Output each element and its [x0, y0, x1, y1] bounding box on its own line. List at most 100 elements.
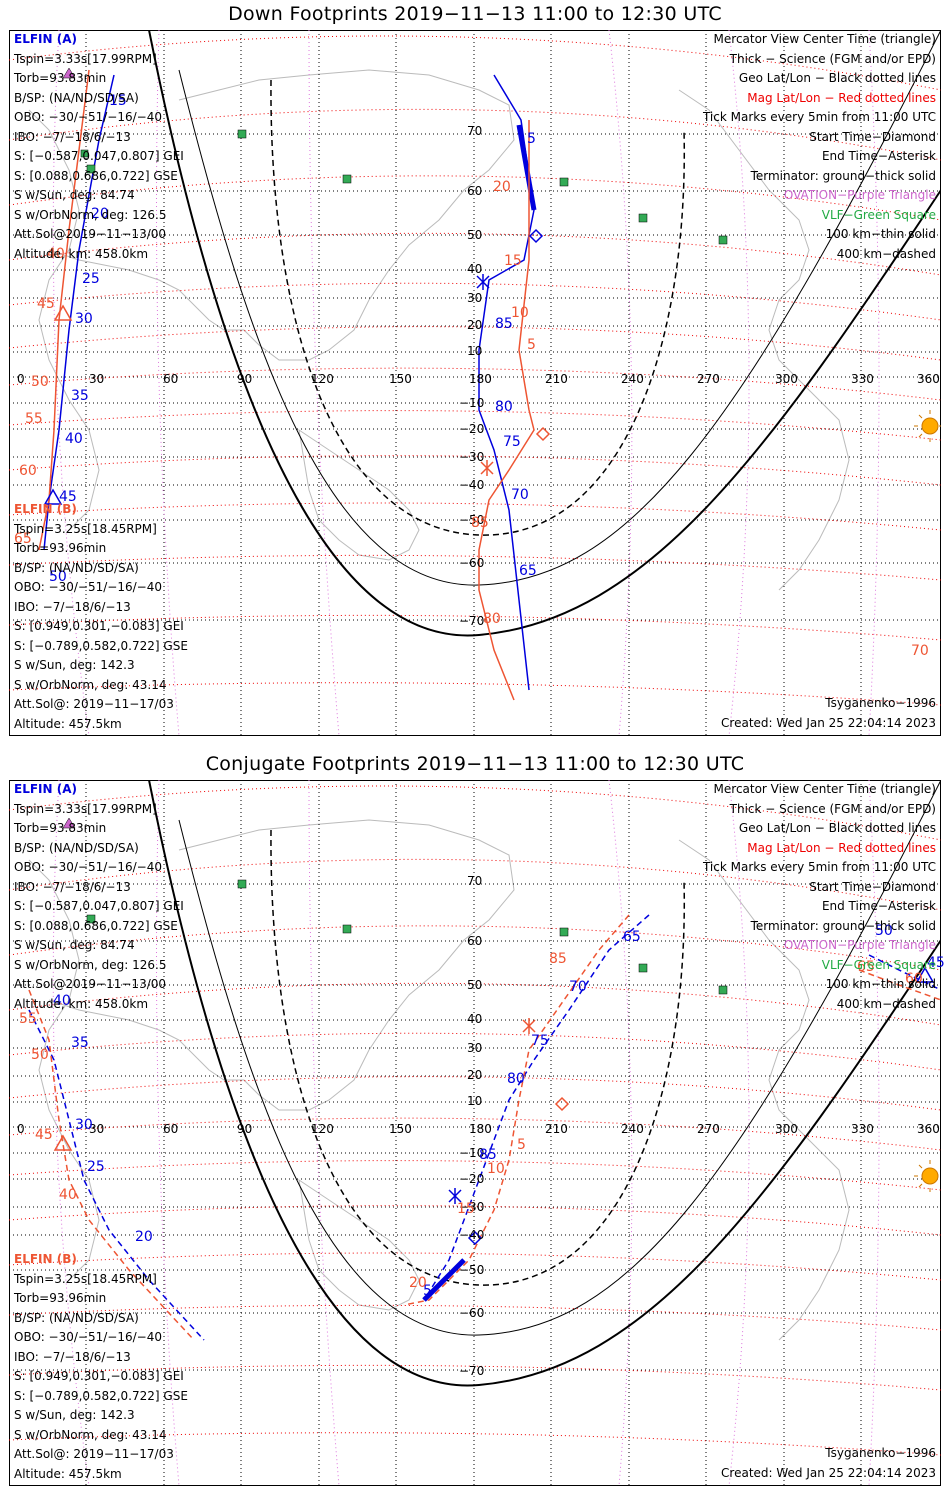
- elfin-b-label: ELFIN (B): [14, 502, 77, 516]
- coastlines: [28, 69, 850, 591]
- elfin-a-center-triangle: [43, 488, 63, 505]
- traj-tick: 85: [495, 316, 513, 332]
- info-line: Torb=93.96min: [14, 1291, 107, 1305]
- traj-tick: 65: [14, 531, 32, 547]
- elfin-a-end-asterisk: [448, 1188, 462, 1204]
- info-line: Altitude: 457.5km: [14, 716, 122, 731]
- lon-tick: 270: [697, 372, 720, 386]
- traj-tick: 30: [75, 311, 93, 327]
- info-line: OBO: −30/−51/−16/−40: [14, 580, 162, 594]
- lat-tick: −70: [459, 1364, 485, 1378]
- info-line: B/SP: (NA/ND/SD/SA): [14, 560, 139, 575]
- traj-tick: 15: [109, 93, 127, 109]
- info-line: B/SP: (NA/ND/SD/SA): [14, 840, 139, 855]
- info-line: IBO: −7/−18/6/−13: [14, 1349, 131, 1364]
- info-line: S w/OrbNorm, deg: 126.5: [14, 957, 167, 972]
- legend-thick: Thick − Science (FGM and/or EPD): [729, 51, 936, 66]
- traj-tick: 75: [531, 1033, 549, 1049]
- lon-tick: 330: [851, 1122, 874, 1136]
- created-label: Created: Wed Jan 25 22:04:14 2023: [721, 1465, 936, 1480]
- lat-tick: −60: [459, 1306, 485, 1320]
- legend-start: Start Time−Diamond: [809, 879, 936, 894]
- lat-tick: 20: [467, 318, 483, 332]
- legend-mercator: Mercator View Center Time (triangle): [713, 782, 936, 796]
- legend-100km: 100 km−thin solid: [825, 977, 936, 991]
- elfin-a-end-asterisk: [476, 274, 490, 290]
- info-line: Altitude, km: 458.0km: [14, 246, 149, 261]
- lat-tick: 50: [467, 978, 483, 992]
- lat-tick: −10: [459, 1146, 485, 1160]
- info-line: Torb=93.96min: [14, 541, 107, 555]
- traj-tick: 10: [511, 305, 529, 321]
- lat-tick: −70: [459, 614, 485, 628]
- traj-tick: 30: [75, 1117, 93, 1133]
- terminator-ground: [148, 30, 941, 637]
- traj-tick: 40: [53, 993, 71, 1009]
- traj-tick: 40: [65, 431, 83, 447]
- traj-tick: 75: [503, 434, 521, 450]
- traj-tick: 85: [471, 515, 489, 531]
- traj-tick: 40: [59, 1187, 77, 1203]
- lat-tick: −50: [459, 513, 485, 527]
- lat-tick: 40: [467, 1012, 483, 1026]
- elfin-b-start-diamond: [535, 426, 551, 442]
- info-line: Torb=93.83min: [14, 821, 107, 835]
- elfin-b-conjugate-left: [28, 989, 195, 1341]
- legend-ticks: Tick Marks every 5min from 11:00 UTC: [702, 860, 936, 874]
- info-line: S w/OrbNorm, deg: 126.5: [14, 207, 167, 222]
- lat-tick: 70: [467, 874, 483, 888]
- legend-geo: Geo Lat/Lon − Black dotted lines: [738, 71, 936, 85]
- lat-tick: 70: [467, 124, 483, 138]
- info-line: Tspin=3.25s[18.45RPM]: [14, 1271, 157, 1286]
- traj-tick: 70: [511, 487, 529, 503]
- info-line: S: [−0.587,0.047,0.807] GEI: [14, 149, 184, 163]
- lat-tick: −20: [459, 422, 485, 436]
- conjugate-footprints-panel: Conjugate Footprints 2019−11−13 11:00 to…: [0, 750, 950, 1500]
- info-line: B/SP: (NA/ND/SD/SA): [14, 90, 139, 105]
- lat-tick: 60: [467, 934, 483, 948]
- mag-grid: [9, 35, 941, 706]
- info-line: S: [0.949,0.301,−0.083] GEI: [14, 619, 184, 633]
- traj-tick: 10: [487, 1161, 505, 1177]
- lon-tick: 90: [237, 1122, 253, 1136]
- map-border: [9, 780, 941, 1486]
- info-line: S: [0.088,0.686,0.722] GSE: [14, 918, 178, 933]
- lon-tick: 210: [545, 372, 568, 386]
- coastlines: [28, 819, 850, 1341]
- sun-icon: [914, 1160, 939, 1192]
- traj-tick: 65: [519, 563, 537, 579]
- mag-meridians: [52, 30, 880, 736]
- down-footprints-panel: Down Footprints 2019−11−13 11:00 to 12:3…: [9, 3, 941, 736]
- elfin-b-info: ELFIN (B) Tspin=3.25s[18.45RPM] Torb=93.…: [14, 1250, 188, 1484]
- info-line: Altitude: 457.5km: [14, 1466, 122, 1481]
- traj-tick: 55: [19, 1011, 37, 1027]
- traj-tick: 20: [493, 179, 511, 195]
- lon-tick: 240: [621, 1122, 644, 1136]
- traj-tick: 20: [135, 1229, 153, 1245]
- info-line: S w/Sun, deg: 142.3: [14, 658, 135, 672]
- traj-tick: 50: [875, 923, 893, 939]
- legend: Mercator View Center Time (triangle) Thi…: [703, 30, 936, 264]
- traj-tick: 5: [423, 1283, 432, 1299]
- info-line: S w/OrbNorm, deg: 43.14: [14, 1427, 167, 1442]
- legend-ovation: OVATION−Purple Triangle: [783, 938, 936, 952]
- lon-tick: 360: [917, 1122, 940, 1136]
- traj-tick: 45: [59, 489, 77, 505]
- info-line: OBO: −30/−51/−16/−40: [14, 110, 162, 124]
- info-line: IBO: −7/−18/6/−13: [14, 129, 131, 144]
- info-line: Att.Sol@2019−11−13/00: [14, 977, 167, 991]
- geo-grid: [9, 30, 941, 736]
- elfin-a-conjugate-right: [868, 954, 941, 991]
- sun-icon: [914, 410, 941, 442]
- lat-tick: 30: [467, 1041, 483, 1055]
- elfin-b-center-triangle: [53, 1134, 73, 1151]
- legend-end: End Time−Asterisk: [821, 149, 936, 163]
- info-line: S: [0.949,0.301,−0.083] GEI: [14, 1369, 184, 1383]
- legend-start: Start Time−Diamond: [809, 129, 936, 144]
- legend-mag: Mag Lat/Lon − Red dotted lines: [747, 90, 936, 105]
- traj-tick: 65: [623, 929, 641, 945]
- terminator-100km: [178, 780, 941, 1336]
- geo-grid: [9, 780, 941, 1486]
- traj-tick: 80: [483, 611, 501, 627]
- lon-tick: 30: [89, 1122, 105, 1136]
